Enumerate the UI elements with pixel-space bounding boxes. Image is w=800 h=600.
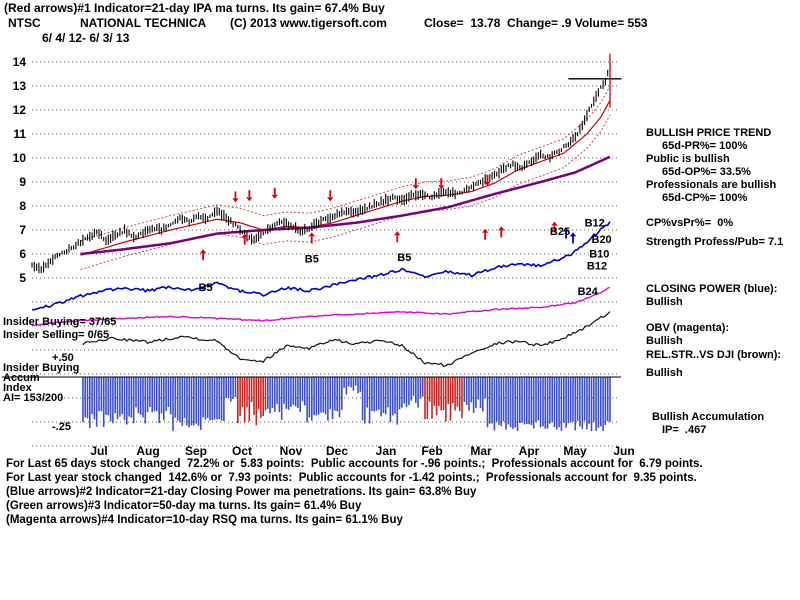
insider-selling-count: Insider Selling= 0/65 [3,329,110,341]
company-name: NATIONAL TECHNICA [80,16,207,30]
relstr-status: Bullish [646,367,683,379]
svg-text:B25: B25 [550,226,570,238]
copyright-text: (C) 2013 www.tigersoft.com [230,16,387,30]
ip-value: IP= .467 [662,424,707,436]
quote-summary: Close= 13.78 Change= .9 Volume= 553 [424,16,648,30]
svg-text:Oct: Oct [232,444,252,458]
svg-text:11: 11 [13,127,26,141]
accum-heading: Bullish Accumulation [652,411,765,423]
public-status: Public is bullish [646,153,730,165]
svg-text:13: 13 [13,79,27,93]
index-label: Index [3,382,32,394]
stats-65day: For Last 65 days stock changed 72.2% or … [6,458,703,470]
svg-text:Nov: Nov [280,444,303,458]
svg-text:Jan: Jan [376,444,397,458]
op-percent: 65d-OP%= 33.5% [662,166,751,178]
svg-text:14: 14 [13,55,27,69]
svg-text:7: 7 [19,223,26,237]
svg-text:B5: B5 [397,252,411,264]
ticker-symbol: NTSC [8,16,41,30]
svg-text:10: 10 [13,151,27,165]
accum-scale-plus: +.50 [52,352,74,364]
svg-text:Dec: Dec [326,444,348,458]
svg-text:12: 12 [13,103,27,117]
signal-2-summary: (Blue arrows)#2 Indicator=21-day Closing… [6,486,477,498]
svg-text:B5: B5 [199,282,213,294]
pr-percent: 65d-PR%= 100% [662,140,748,152]
obv-status: Bullish [646,335,683,347]
insider-buying-label: Insider Buying [3,362,80,374]
svg-text:Feb: Feb [421,444,442,458]
signal-3-summary: (Green arrows)#3 Indicator=50-day ma tur… [6,500,362,512]
accum-scale-minus: -.25 [52,421,71,433]
svg-text:Mar: Mar [470,444,492,458]
ai-value: AI= 153/200 [3,392,64,404]
accum-label: Accum [3,372,40,384]
svg-text:Apr: Apr [519,444,540,458]
svg-text:B5: B5 [305,253,319,265]
svg-text:Sep: Sep [185,444,207,458]
signal-1-summary: (Red arrows)#1 Indicator=21-day IPA ma t… [4,1,385,15]
svg-text:B20: B20 [592,234,612,246]
svg-text:Jun: Jun [613,444,634,458]
svg-text:5: 5 [19,271,26,285]
svg-text:Aug: Aug [136,444,159,458]
stats-year: For Last year stock changed 142.6% or 7.… [6,472,697,484]
svg-text:Jul: Jul [90,444,107,458]
svg-text:May: May [563,444,587,458]
closing-power-heading: CLOSING POWER (blue): [646,283,778,295]
cp-percent: 65d-CP%= 100% [662,192,748,204]
svg-text:B12: B12 [587,261,607,273]
signal-4-summary: (Magenta arrows)#4 Indicator=10-day RSQ … [6,514,403,526]
closing-power-status: Bullish [646,296,683,308]
date-range: 6/ 4/ 12- 6/ 3/ 13 [42,31,130,45]
svg-text:B24: B24 [578,286,599,298]
svg-text:9: 9 [19,175,26,189]
svg-text:8: 8 [19,199,26,213]
strength-ratio: Strength Profess/Pub= 7.1 [646,236,784,248]
relstr-heading: REL.STR..VS DJI (brown): [646,349,782,361]
svg-text:B12: B12 [585,217,605,229]
cp-vs-pr: CP%vsPr%= 0% [646,217,734,229]
obv-heading: OBV (magenta): [646,322,730,334]
professional-status: Professionals are bullish [646,179,777,191]
insider-buying-count: Insider Buying= 37/65 [3,316,117,328]
svg-text:B10: B10 [589,249,609,261]
price-trend-heading: BULLISH PRICE TREND [646,127,772,139]
svg-text:6: 6 [19,247,26,261]
